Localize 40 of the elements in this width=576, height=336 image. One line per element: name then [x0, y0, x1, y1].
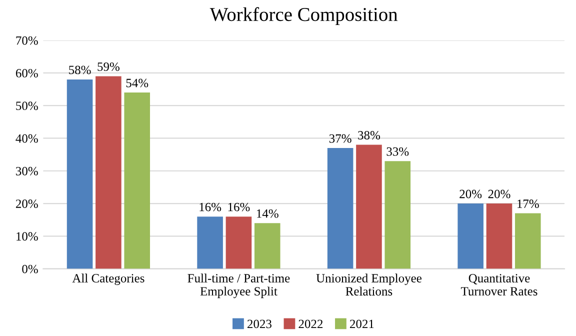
data-label: 20%	[488, 190, 510, 198]
data-label: 14%	[257, 209, 278, 218]
data-label: 20%	[460, 190, 482, 198]
bar	[197, 216, 223, 269]
data-label: 16%	[228, 202, 250, 212]
chart-title: Workforce Composition	[210, 7, 398, 26]
bar	[327, 148, 354, 269]
legend-label: 2023	[248, 320, 272, 328]
data-label: 17%	[518, 200, 539, 208]
data-label: 38%	[358, 131, 380, 140]
y-tick-label: 50%	[16, 102, 38, 110]
data-label: 54%	[126, 78, 148, 88]
x-tick-label: Full-time / Part-time Employee Split	[188, 274, 290, 298]
bar	[458, 204, 484, 269]
data-label: 59%	[98, 62, 120, 71]
bar	[356, 144, 382, 269]
bar	[124, 92, 150, 269]
y-tick-label: 30%	[16, 166, 38, 176]
y-tick-label: 60%	[16, 68, 38, 78]
y-tick-label: 10%	[16, 232, 38, 241]
legend-label: 2022	[298, 320, 323, 328]
y-tick-label: 20%	[16, 200, 38, 208]
data-label: 37%	[329, 134, 352, 143]
data-label: 16%	[200, 202, 222, 212]
x-tick-label: Unionized Employee Relations	[316, 274, 422, 296]
bar	[514, 213, 541, 269]
data-label: 58%	[69, 66, 91, 74]
y-tick-label: 70%	[16, 36, 38, 45]
x-tick-label: Quantitative Turnover Rates	[460, 274, 538, 296]
bar	[384, 161, 411, 269]
y-tick-label: 0%	[22, 264, 38, 274]
bar	[226, 216, 252, 269]
legend-label: 2021	[350, 320, 374, 328]
data-label: 33%	[386, 147, 409, 156]
y-tick-label: 40%	[16, 134, 38, 143]
bar	[486, 204, 512, 269]
bar	[254, 223, 280, 269]
x-tick-label: All Categories	[72, 274, 144, 286]
bar	[96, 76, 122, 269]
bar	[66, 79, 93, 269]
